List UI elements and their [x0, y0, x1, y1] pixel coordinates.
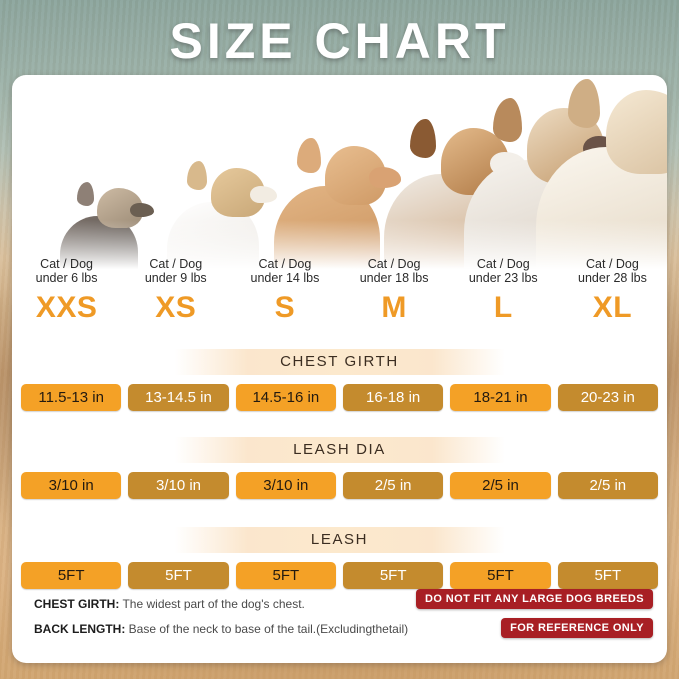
section-leash-dia: LEASH DIA 3/10 in 3/10 in 3/10 in 2/5 in… — [12, 435, 667, 499]
value-pill: 5FT — [342, 562, 444, 589]
value-pill: 3/10 in — [21, 472, 122, 499]
measurement-notes: CHEST GIRTH: The widest part of the dog'… — [34, 597, 464, 647]
note-text: Base of the neck to base of the tail.(Ex… — [128, 622, 409, 636]
section-header-band: LEASH — [12, 527, 667, 553]
size-label: M — [381, 291, 407, 324]
note-text: The widest part of the dog's chest. — [122, 597, 305, 611]
section-header-band: LEASH DIA — [12, 437, 667, 463]
value-pill: 13-14.5 in — [128, 384, 229, 411]
weight-label: Cat / Dog under 14 lbs — [250, 257, 320, 285]
value-pill: 2/5 in — [342, 472, 444, 499]
photo-fade — [12, 220, 667, 280]
weight-label: Cat / Dog under 23 lbs — [468, 257, 538, 285]
size-label: S — [274, 291, 296, 324]
size-column-xxs: Cat / Dog under 6 lbs XXS — [12, 257, 121, 345]
value-pill: 20-23 in — [557, 384, 658, 411]
leash-values: 5FT 5FT 5FT 5FT 5FT 5FT — [12, 562, 667, 589]
badge-no-large-breeds: DO NOT FIT ANY LARGE DOG BREEDS — [416, 589, 653, 609]
size-label: XL — [592, 291, 633, 324]
value-pill: 5FT — [21, 562, 122, 589]
note-label: BACK LENGTH: — [34, 622, 126, 636]
weight-label: Cat / Dog under 9 lbs — [144, 257, 207, 285]
size-column-xs: Cat / Dog under 9 lbs XS — [121, 257, 230, 345]
size-column-s: Cat / Dog under 14 lbs S — [230, 257, 339, 345]
section-chest-girth: CHEST GIRTH 11.5-13 in 13-14.5 in 14.5-1… — [12, 347, 667, 411]
size-chart-card: Cat / Dog under 6 lbs XXS Cat / Dog unde… — [12, 75, 667, 663]
size-columns: Cat / Dog under 6 lbs XXS Cat / Dog unde… — [12, 257, 667, 345]
section-leash: LEASH 5FT 5FT 5FT 5FT 5FT 5FT — [12, 525, 667, 589]
size-label: XXS — [35, 291, 98, 324]
value-pill: 18-21 in — [450, 384, 551, 411]
note-label: CHEST GIRTH: — [34, 597, 120, 611]
section-title: LEASH DIA — [174, 437, 505, 463]
value-pill: 11.5-13 in — [21, 384, 122, 411]
value-pill: 5FT — [128, 562, 229, 589]
weight-label: Cat / Dog under 6 lbs — [35, 257, 98, 285]
value-pill: 3/10 in — [128, 472, 229, 499]
size-label: L — [493, 291, 513, 324]
value-pill: 2/5 in — [450, 472, 551, 499]
leash-dia-values: 3/10 in 3/10 in 3/10 in 2/5 in 2/5 in 2/… — [12, 472, 667, 499]
weight-label: Cat / Dog under 28 lbs — [578, 257, 647, 285]
note-chest-girth: CHEST GIRTH: The widest part of the dog'… — [34, 597, 464, 611]
section-title: LEASH — [174, 527, 505, 553]
size-label: XS — [155, 291, 197, 324]
page-title: SIZE CHART — [169, 13, 510, 69]
section-header-band: CHEST GIRTH — [12, 349, 667, 375]
chest-girth-values: 11.5-13 in 13-14.5 in 14.5-16 in 16-18 i… — [12, 384, 667, 411]
value-pill: 5FT — [235, 562, 336, 589]
value-pill: 5FT — [557, 562, 658, 589]
value-pill: 3/10 in — [235, 472, 336, 499]
value-pill: 16-18 in — [342, 384, 444, 411]
dog-photo-strip — [12, 75, 667, 280]
section-title: CHEST GIRTH — [174, 349, 505, 375]
warning-badges: DO NOT FIT ANY LARGE DOG BREEDS FOR REFE… — [416, 589, 653, 647]
weight-label: Cat / Dog under 18 lbs — [359, 257, 429, 285]
value-pill: 14.5-16 in — [235, 384, 336, 411]
size-column-m: Cat / Dog under 18 lbs M — [340, 257, 449, 345]
size-column-xl: Cat / Dog under 28 lbs XL — [558, 257, 667, 345]
value-pill: 5FT — [450, 562, 551, 589]
note-back-length: BACK LENGTH: Base of the neck to base of… — [34, 622, 464, 636]
badge-for-reference-only: FOR REFERENCE ONLY — [501, 618, 653, 638]
size-column-l: Cat / Dog under 23 lbs L — [449, 257, 558, 345]
value-pill: 2/5 in — [557, 472, 658, 499]
